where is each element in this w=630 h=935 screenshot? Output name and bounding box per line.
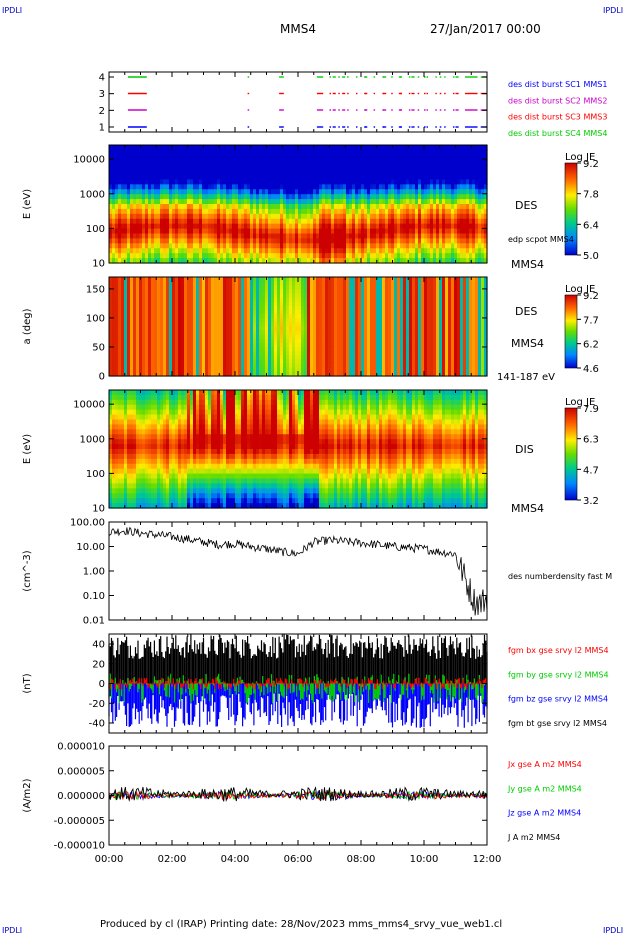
des-energy-spectrogram	[109, 145, 488, 264]
des-pitch-spectrogram	[109, 277, 488, 377]
